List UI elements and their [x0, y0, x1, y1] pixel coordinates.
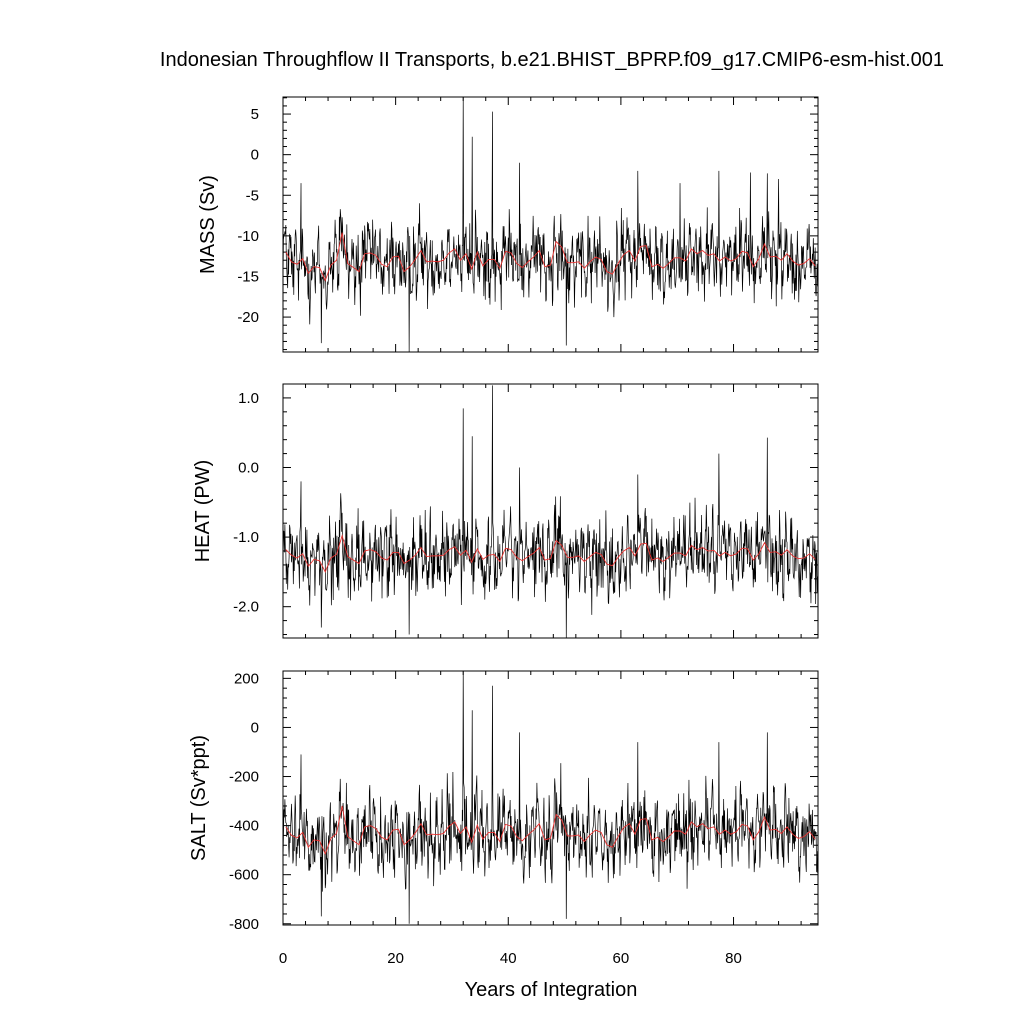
- panel-salt: 200 0 -200 -400 -600 -800 SALT (Sv*ppt): [188, 670, 819, 933]
- panel-frame: [282, 383, 819, 639]
- y-tick-label: 1.0: [238, 390, 259, 407]
- y-tick-label: -5: [246, 187, 259, 204]
- series-monthly-line: [282, 385, 818, 639]
- series-annual-mean-line: [285, 534, 816, 573]
- y-tick-label: -15: [237, 268, 259, 285]
- plot-area: [282, 96, 818, 353]
- chart-title: Indonesian Throughflow II Transports, b.…: [160, 49, 944, 71]
- y-tick-label: -600: [229, 867, 259, 884]
- y-tick-label: -1.0: [233, 529, 259, 546]
- y-tick-label: 5: [251, 106, 259, 123]
- tick-marks: [282, 671, 818, 925]
- tick-marks: [282, 97, 818, 352]
- y-tick-label: 200: [234, 670, 259, 687]
- panel-frame: [282, 96, 819, 353]
- panel-heat: 1.0 0.0 -1.0 -2.0 HEAT (PW): [192, 383, 819, 639]
- y-axis-label: HEAT (PW): [192, 460, 214, 563]
- x-tick-label: 20: [387, 950, 404, 967]
- x-tick-label: 0: [279, 950, 287, 967]
- panel-frame: [282, 670, 819, 926]
- y-tick-label: -10: [237, 228, 259, 245]
- y-tick-label: 0: [251, 719, 259, 736]
- y-tick-labels: 5 0 -5 -10 -15 -20: [237, 106, 259, 326]
- series-annual-mean-line: [285, 805, 816, 856]
- y-tick-label: -200: [229, 769, 259, 786]
- x-tick-label: 80: [725, 950, 742, 967]
- x-axis-label: Years of Integration: [465, 979, 638, 1001]
- series-annual-mean-line: [285, 232, 816, 282]
- x-tick-label: 60: [613, 950, 630, 967]
- y-tick-label: -20: [237, 309, 259, 326]
- y-tick-labels: 1.0 0.0 -1.0 -2.0: [233, 390, 259, 616]
- tick-marks: [282, 383, 818, 638]
- series-monthly-line: [282, 96, 818, 353]
- series-monthly-line: [282, 670, 818, 924]
- y-tick-label: 0: [251, 147, 259, 164]
- y-tick-labels: 200 0 -200 -400 -600 -800: [229, 670, 259, 932]
- panel-mass: 5 0 -5 -10 -15 -20 MASS (Sv): [197, 96, 819, 353]
- x-tick-label: 40: [500, 950, 517, 967]
- y-axis-label: MASS (Sv): [197, 175, 219, 274]
- y-tick-label: -2.0: [233, 599, 259, 616]
- y-tick-label: 0.0: [238, 460, 259, 477]
- plot-area: [282, 385, 818, 639]
- plot-area: [282, 670, 818, 924]
- y-tick-label: -800: [229, 916, 259, 933]
- y-tick-label: -400: [229, 818, 259, 835]
- x-tick-labels: 0 20 40 60 80: [279, 950, 742, 967]
- y-axis-label: SALT (Sv*ppt): [188, 735, 210, 861]
